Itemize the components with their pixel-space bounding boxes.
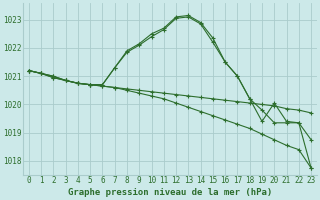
X-axis label: Graphe pression niveau de la mer (hPa): Graphe pression niveau de la mer (hPa) bbox=[68, 188, 272, 197]
